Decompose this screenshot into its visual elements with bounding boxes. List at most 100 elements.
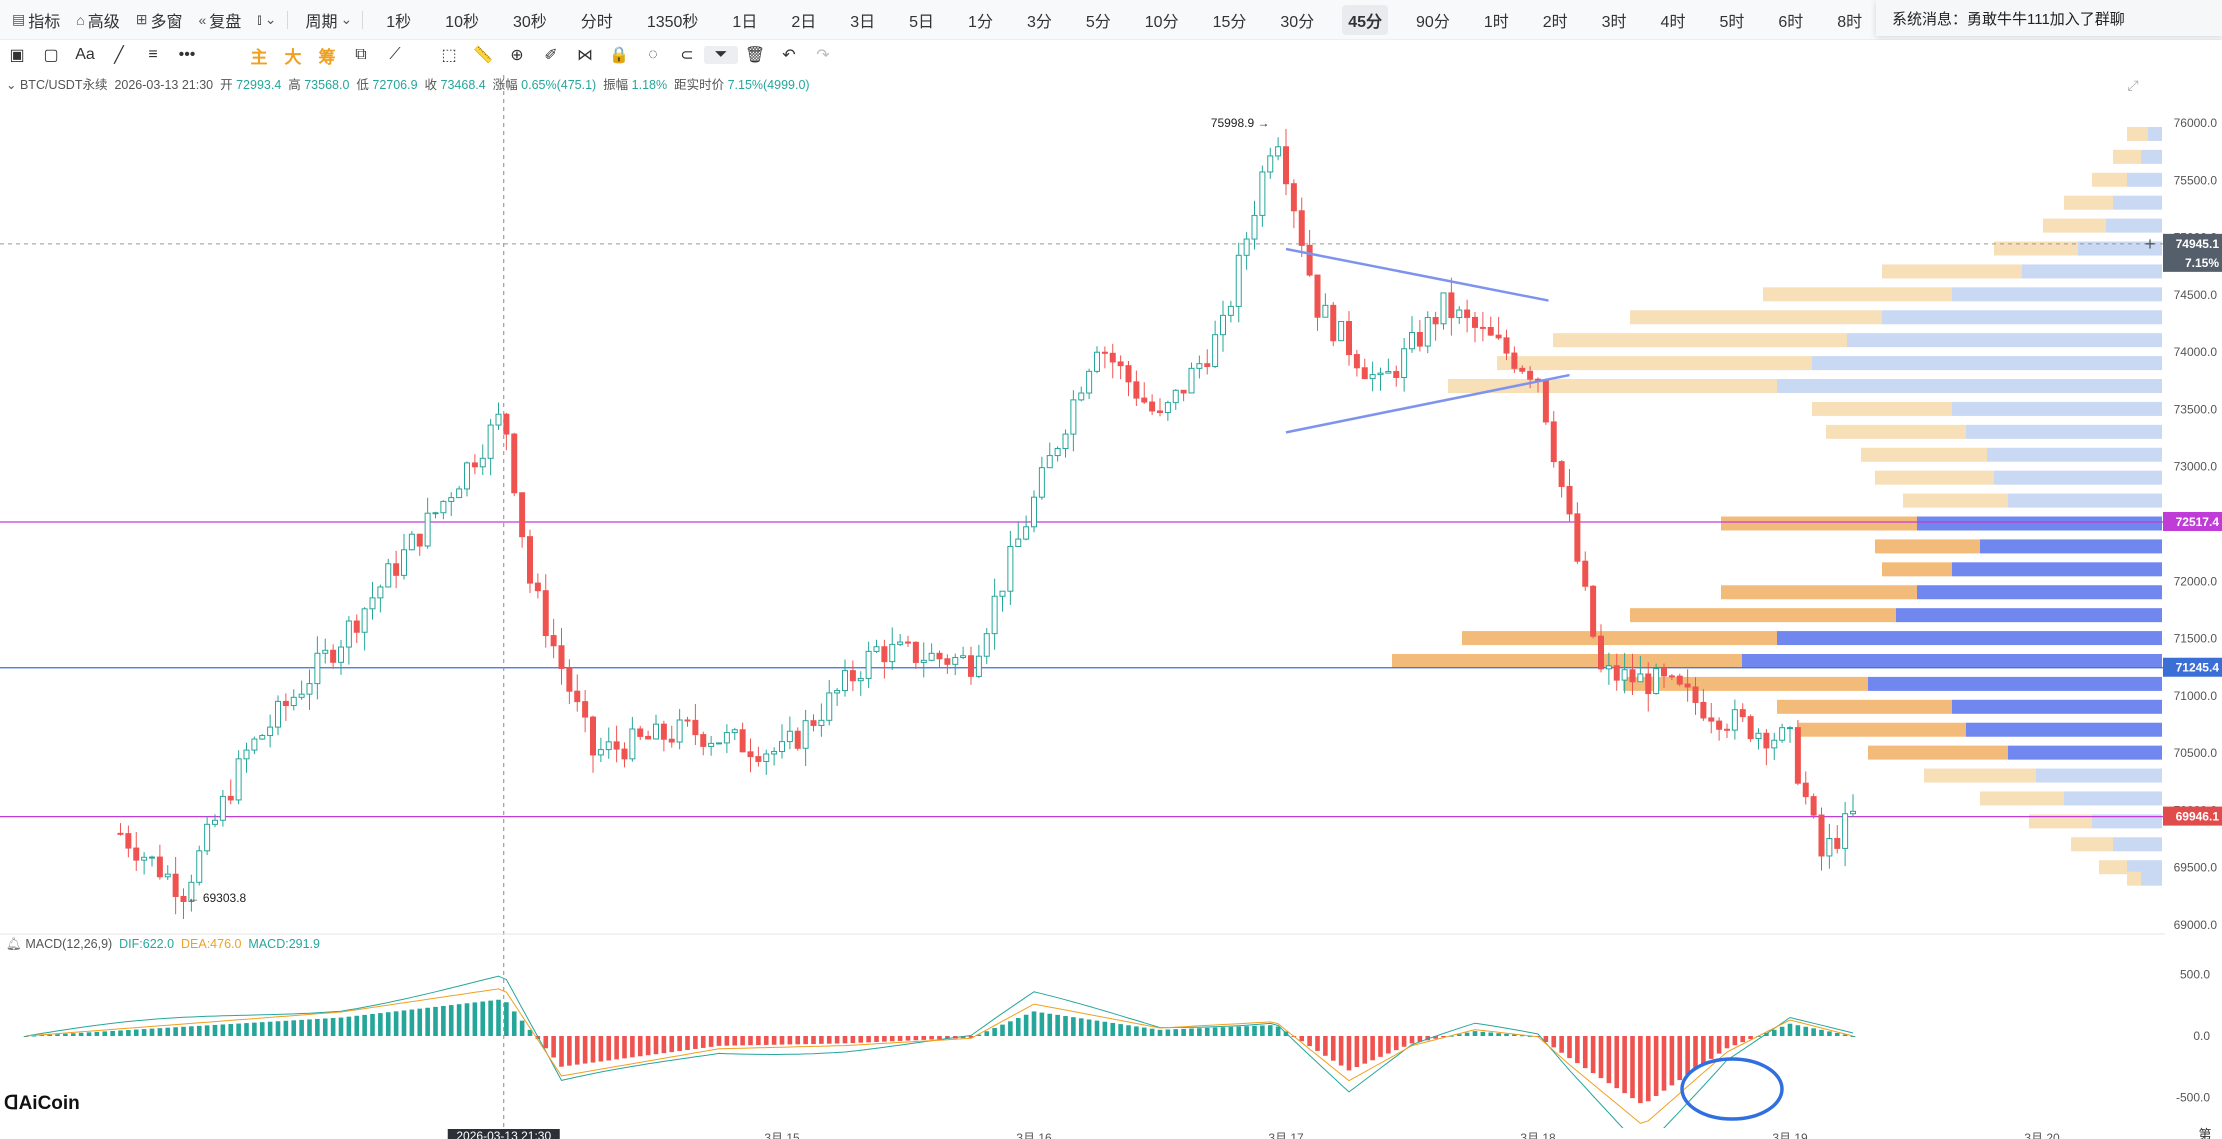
- trend-line-icon[interactable]: ╱: [114, 47, 124, 64]
- macd-histogram-bar: [1181, 1028, 1186, 1036]
- macd-histogram-bar: [1149, 1028, 1155, 1036]
- chart-type-icon[interactable]: ▣: [9, 47, 25, 64]
- vp-sell-bar: [1826, 424, 1966, 439]
- indicator-add-icon[interactable]: ⧉: [355, 46, 367, 63]
- pattern-icon[interactable]: ⋈: [577, 47, 593, 64]
- candle-body: [771, 750, 778, 755]
- amplitude-value: 1.18%: [631, 78, 668, 92]
- price-tick-label: 76000.0: [2174, 116, 2218, 130]
- big-badge[interactable]: 大: [284, 47, 302, 67]
- brush-icon[interactable]: ✐: [544, 47, 558, 64]
- time-axis-bg: [0, 1128, 2222, 1139]
- chip-badge[interactable]: 筹: [318, 47, 336, 67]
- macd-histogram-bar: [945, 1036, 950, 1039]
- main-badge[interactable]: 主: [250, 47, 268, 67]
- candle-body: [1267, 155, 1274, 173]
- candle-body: [1755, 732, 1762, 740]
- timeframe-4[interactable]: 1350秒: [646, 13, 699, 31]
- macd-histogram-bar: [1685, 1036, 1690, 1075]
- macd-histogram-bar: [1267, 1025, 1273, 1036]
- vp-buy-bar: [1777, 379, 2162, 394]
- horizontal-lines-icon[interactable]: ≡: [148, 46, 158, 63]
- candle-body: [1094, 351, 1100, 372]
- timeframe-5[interactable]: 1日: [732, 13, 758, 31]
- close-label: 收: [424, 78, 438, 92]
- timeframe-14[interactable]: 30分: [1280, 13, 1315, 31]
- candle-body: [566, 667, 573, 692]
- timeframe-0[interactable]: 1秒: [386, 13, 412, 31]
- timeframe-12[interactable]: 10分: [1144, 13, 1179, 31]
- macd-histogram-bar: [488, 1000, 493, 1036]
- text-icon[interactable]: Aa: [75, 46, 95, 63]
- chart-style-button[interactable]: ⫾ ⌄: [253, 8, 280, 31]
- candle-body: [928, 652, 935, 661]
- vp-buy-bar: [2036, 768, 2162, 783]
- macd-histogram-bar: [1228, 1026, 1234, 1036]
- timeframe-19[interactable]: 3时: [1601, 13, 1627, 31]
- timeframe-16[interactable]: 90分: [1416, 13, 1450, 31]
- candle-body: [440, 500, 447, 514]
- price-tick-label: 73000.0: [2174, 460, 2218, 474]
- timeframe-13[interactable]: 15分: [1212, 13, 1247, 31]
- timeframe-6[interactable]: 2日: [791, 13, 817, 31]
- redo-icon[interactable]: ↷: [816, 47, 830, 64]
- timeframe-23[interactable]: 8时: [1837, 13, 1863, 31]
- timeframe-7[interactable]: 3日: [850, 13, 876, 31]
- timeframe-1[interactable]: 10秒: [445, 13, 479, 31]
- candle-body: [645, 735, 652, 740]
- replay-button[interactable]: «复盘: [194, 5, 245, 35]
- advanced-button[interactable]: ⌂ 高级: [72, 5, 123, 35]
- candle-body: [889, 643, 896, 663]
- magnet-icon[interactable]: ⊂: [680, 47, 694, 64]
- timeframe-22[interactable]: 6时: [1778, 13, 1804, 31]
- multi-window-button[interactable]: ⊞ 多窗: [132, 5, 187, 35]
- line-tool-icon[interactable]: ⟋: [389, 46, 401, 63]
- period-dropdown[interactable]: 周期 ⌄: [302, 5, 357, 35]
- macd-histogram-bar: [393, 1011, 399, 1036]
- filter-icon[interactable]: ⏷: [704, 46, 738, 64]
- timeframe-17[interactable]: 1时: [1483, 13, 1509, 31]
- candle-body: [1771, 739, 1778, 749]
- vp-buy-bar: [1742, 653, 2162, 668]
- macd-histogram-bar: [338, 1017, 344, 1036]
- indicators-button[interactable]: ▤ 指标: [8, 5, 64, 35]
- candle-body: [432, 512, 439, 515]
- hide-icon[interactable]: ◌: [648, 46, 658, 63]
- timeframe-15[interactable]: 45分: [1342, 4, 1389, 35]
- rectangle-icon[interactable]: ▢: [43, 47, 59, 64]
- undo-icon[interactable]: ↶: [782, 47, 796, 64]
- macd-histogram-bar: [1244, 1026, 1249, 1036]
- timeframe-21[interactable]: 5时: [1719, 13, 1745, 31]
- timeframe-20[interactable]: 4时: [1660, 13, 1686, 31]
- more-icon[interactable]: •••: [178, 46, 196, 63]
- timeframe-2[interactable]: 30秒: [512, 13, 547, 31]
- macd-histogram-bar: [850, 1036, 856, 1044]
- candle-body: [1196, 363, 1203, 369]
- macd-histogram-bar: [1708, 1036, 1714, 1059]
- candle-body: [393, 563, 400, 576]
- advanced-label: 高级: [87, 13, 120, 31]
- candle-body: [1322, 304, 1329, 318]
- candle-body: [1472, 316, 1478, 328]
- timeframe-18[interactable]: 2时: [1542, 13, 1568, 31]
- lock-icon[interactable]: 🔒: [609, 47, 629, 64]
- candle-body: [1235, 254, 1242, 307]
- collapse-icon[interactable]: ⌄: [6, 78, 17, 92]
- macd-histogram-bar: [574, 1036, 580, 1065]
- timeframe-3[interactable]: 分时: [580, 13, 613, 31]
- trash-icon[interactable]: 🗑: [744, 47, 766, 64]
- selection-icon[interactable]: ⬚: [441, 47, 457, 64]
- zoom-icon[interactable]: ⊕: [510, 47, 524, 64]
- timeframe-10[interactable]: 3分: [1026, 13, 1052, 31]
- candle-body: [684, 719, 691, 722]
- macd-histogram-bar: [173, 1027, 178, 1036]
- candle-body: [857, 677, 864, 682]
- timeframe-11[interactable]: 5分: [1085, 13, 1111, 31]
- alert-bell-icon[interactable]: 🔔︎: [6, 937, 22, 951]
- timeframe-8[interactable]: 5日: [909, 13, 935, 31]
- axes: 76000.0 75500.0 75000.0 74500.0 74000.0 73500…: [0, 70, 2222, 1139]
- divider: [362, 10, 364, 29]
- ruler-icon[interactable]: 📏: [473, 47, 493, 64]
- timeframe-9[interactable]: 1分: [968, 13, 993, 31]
